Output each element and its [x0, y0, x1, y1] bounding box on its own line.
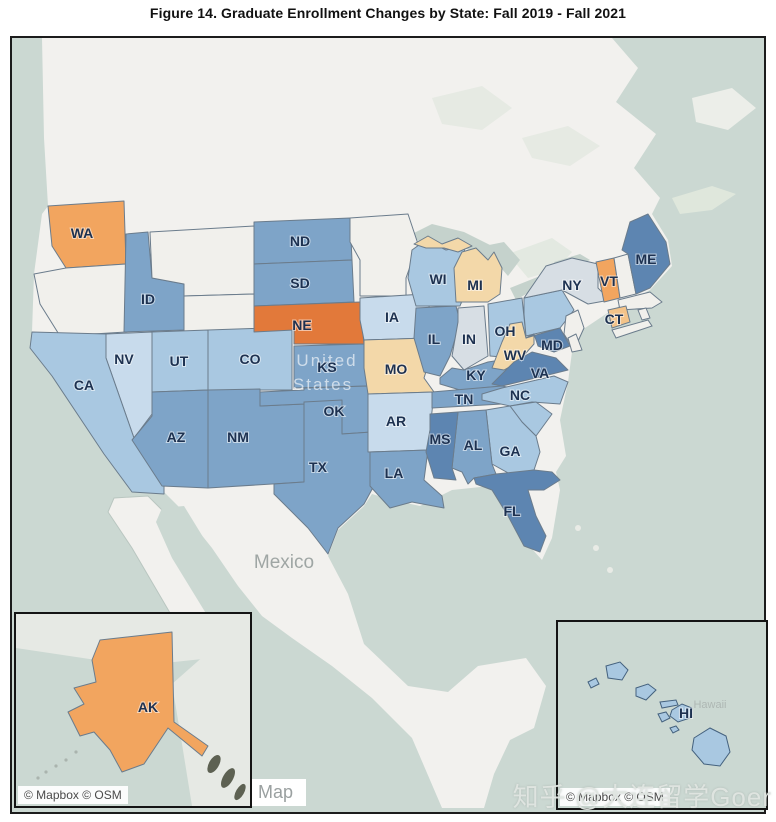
svg-text:MI: MI	[467, 277, 483, 293]
svg-text:NC: NC	[510, 387, 530, 403]
state-la[interactable]	[369, 449, 445, 509]
svg-text:CO: CO	[240, 351, 261, 367]
state-mi-lower[interactable]	[453, 247, 503, 303]
svg-text:WA: WA	[71, 225, 94, 241]
us-country-label-line1: United	[296, 351, 357, 370]
svg-text:OK: OK	[324, 403, 345, 419]
svg-text:MS: MS	[430, 431, 451, 447]
mapbox-attribution[interactable]: © Mapbox © OSM	[18, 786, 128, 804]
state-va[interactable]	[491, 351, 569, 387]
svg-text:ME: ME	[636, 251, 657, 267]
hawaii-inset[interactable]: Hawaii HI © Mapbox © OSM	[556, 620, 768, 810]
svg-text:CT: CT	[605, 311, 624, 327]
svg-text:TX: TX	[309, 459, 328, 475]
svg-text:AL: AL	[464, 437, 483, 453]
svg-text:VT: VT	[600, 273, 618, 289]
svg-text:IA: IA	[385, 309, 399, 325]
alaska-inset-canvas: AK	[16, 614, 250, 806]
svg-text:ND: ND	[290, 233, 310, 249]
svg-text:NV: NV	[114, 351, 134, 367]
state-labels-layer: WA ID NV UT CA CO AZ NM ND SD NE KS OK T…	[70, 224, 658, 520]
svg-text:WV: WV	[504, 347, 527, 363]
hawaii-inset-canvas: Hawaii HI	[558, 622, 766, 808]
state-wy[interactable]	[183, 293, 255, 335]
svg-text:HI: HI	[679, 705, 693, 721]
state-de[interactable]	[567, 333, 583, 353]
hawaii-basemap-label: Hawaii	[693, 699, 726, 711]
canada-land	[172, 644, 250, 806]
svg-text:GA: GA	[500, 443, 521, 459]
newfoundland	[692, 88, 756, 130]
svg-text:AK: AK	[138, 699, 158, 715]
state-tx[interactable]	[273, 399, 377, 555]
svg-text:MO: MO	[385, 361, 408, 377]
island	[607, 567, 613, 573]
island	[593, 545, 599, 551]
svg-text:SD: SD	[290, 275, 309, 291]
svg-text:KY: KY	[466, 367, 486, 383]
svg-text:NE: NE	[292, 317, 311, 333]
long-island	[611, 319, 653, 339]
svg-text:IL: IL	[428, 331, 441, 347]
svg-text:AR: AR	[386, 413, 406, 429]
states-layer	[29, 200, 671, 555]
state-ak[interactable]	[67, 631, 209, 773]
island	[575, 525, 581, 531]
svg-text:NY: NY	[562, 277, 582, 293]
state-me[interactable]	[621, 213, 671, 295]
alaska-inset[interactable]: AK © Mapbox © OSM	[14, 612, 252, 808]
state-ct[interactable]	[607, 305, 631, 329]
state-nc[interactable]	[481, 375, 569, 407]
svg-text:OH: OH	[495, 323, 516, 339]
state-ny[interactable]	[523, 257, 611, 305]
state-ca[interactable]	[29, 331, 165, 495]
state-mi-upper[interactable]	[413, 235, 473, 253]
svg-text:KS: KS	[317, 359, 336, 375]
state-fl[interactable]	[473, 469, 561, 553]
state-ms[interactable]	[425, 411, 459, 481]
state-ri[interactable]	[637, 307, 651, 321]
svg-text:ID: ID	[141, 291, 155, 307]
mexico-label: Mexico	[254, 552, 314, 573]
nova-scotia	[672, 186, 736, 214]
svg-text:NM: NM	[227, 429, 249, 445]
state-il[interactable]	[413, 305, 461, 377]
svg-text:TN: TN	[455, 391, 474, 407]
svg-text:UT: UT	[170, 353, 189, 369]
page-title: Figure 14. Graduate Enrollment Changes b…	[149, 5, 627, 21]
svg-text:LA: LA	[385, 465, 404, 481]
aleutian-islands	[36, 750, 78, 780]
state-md[interactable]	[525, 327, 571, 353]
state-hi[interactable]	[587, 661, 731, 767]
svg-text:CA: CA	[74, 377, 94, 393]
svg-text:IN: IN	[462, 331, 476, 347]
alaska-se-islands	[207, 754, 246, 801]
mapbox-attribution[interactable]: © Mapbox © OSM	[560, 788, 670, 806]
canada-terrain-patch	[432, 86, 512, 130]
svg-text:FL: FL	[503, 503, 521, 519]
svg-text:AZ: AZ	[167, 429, 186, 445]
us-country-label-line2: States	[293, 375, 353, 394]
svg-text:WI: WI	[429, 271, 446, 287]
svg-text:MD: MD	[541, 337, 563, 353]
canada-terrain-patch	[522, 126, 600, 166]
svg-text:VA: VA	[531, 365, 549, 381]
state-ga[interactable]	[485, 405, 541, 475]
map-chip[interactable]: Map	[252, 779, 306, 806]
